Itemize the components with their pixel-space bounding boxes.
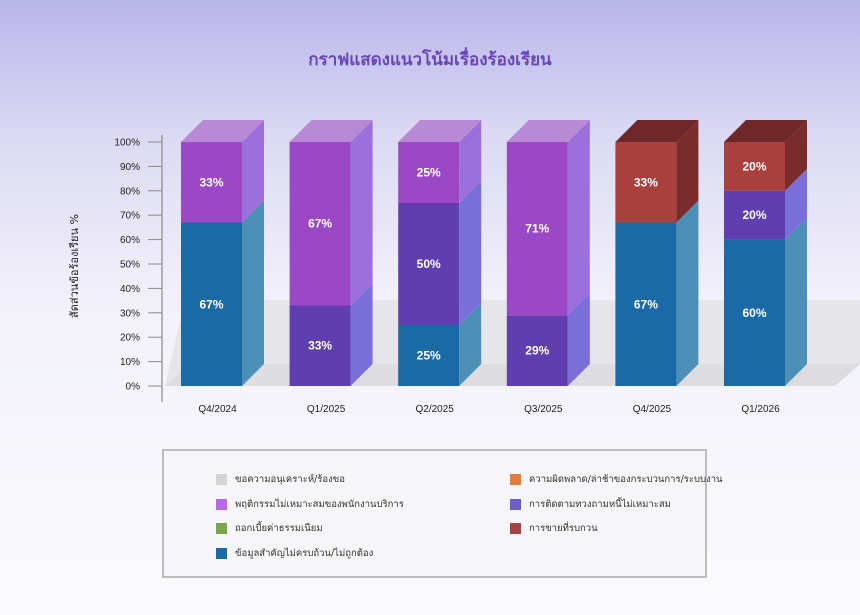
y-tick-label: 30%	[120, 308, 140, 319]
legend-label: ขอความอนุเคราะห์/ร้องขอ	[235, 474, 345, 485]
legend-label: การขายที่รบกวน	[529, 523, 598, 534]
legend-swatch	[510, 523, 521, 534]
bar-segment	[181, 222, 242, 386]
data-label: 50%	[417, 257, 441, 271]
data-label: 67%	[308, 217, 332, 231]
legend-label: ถอกเบี้ยค่าธรรมเนียม	[235, 523, 323, 534]
legend-item: ข้อมูลสำคัญไม่ครบถ้วน/ไม่ถูกต้อง	[216, 546, 373, 561]
y-tick-label: 80%	[120, 186, 140, 197]
data-label: 33%	[308, 339, 332, 353]
y-tick-label: 20%	[120, 333, 140, 344]
bar-segment	[289, 305, 351, 386]
data-label: 33%	[199, 175, 223, 189]
legend: ขอความอนุเคราะห์/ร้องขอ ความผิดพลาด/ล่าช…	[162, 449, 723, 578]
legend-label: ความผิดพลาด/ล่าช้าของกระบวนการ/ระบบงาน	[529, 474, 723, 485]
bar-segment-side	[676, 200, 699, 386]
bar-segment-side	[785, 168, 807, 240]
data-label: 29%	[525, 344, 549, 358]
bar-segment	[398, 203, 460, 325]
legend-swatch	[216, 523, 227, 534]
bar-segment	[398, 325, 460, 386]
bar-segment-side	[350, 120, 373, 306]
data-label: 20%	[742, 208, 766, 222]
bar-segment-side	[459, 120, 482, 203]
bar-segment-side	[567, 120, 590, 316]
legend-label: ข้อมูลสำคัญไม่ครบถ้วน/ไม่ถูกต้อง	[235, 548, 374, 559]
x-tick-label: Q4/2025	[633, 404, 672, 415]
y-tick-label: 50%	[120, 260, 140, 271]
chart-title: กราฟแสดงแนวโน้มเรื่องร้องเรียน	[308, 50, 552, 70]
bar-segment-side	[785, 120, 807, 191]
bar-segment-side	[785, 217, 807, 386]
legend-swatch	[510, 474, 521, 485]
data-label: 25%	[417, 166, 441, 180]
bar-segment-side	[242, 200, 264, 386]
y-tick-label: 70%	[120, 211, 140, 222]
x-tick-label: Q2/2025	[416, 404, 455, 415]
data-label: 60%	[742, 306, 766, 320]
bar-segment	[724, 142, 785, 191]
data-label: 25%	[417, 349, 441, 363]
x-tick-label: Q1/2026	[741, 404, 780, 415]
y-tick-label: 100%	[114, 138, 140, 149]
y-tick-label: 90%	[120, 162, 140, 173]
bar-segment-side	[676, 120, 699, 223]
legend-item: การติดตามทวงถามหนี้ไม่เหมาะสม	[510, 497, 671, 512]
bar-segment-side	[350, 283, 373, 386]
legend-item: พฤติกรรมไม่เหมาะสมของพนักงานบริการ	[216, 497, 404, 512]
bar-top	[615, 120, 699, 142]
bar-top	[506, 120, 590, 142]
y-tick-label: 40%	[120, 284, 140, 295]
bar-segment	[615, 142, 677, 223]
data-label: 71%	[525, 222, 549, 236]
data-label: 67%	[199, 297, 223, 311]
y-tick-label: 0%	[126, 382, 141, 393]
y-tick-label: 60%	[120, 235, 140, 246]
legend-swatch	[216, 548, 227, 559]
bar-segment-side	[459, 181, 482, 325]
bar-segment	[506, 315, 568, 386]
data-label: 67%	[634, 297, 658, 311]
legend-item: ความผิดพลาด/ล่าช้าของกระบวนการ/ระบบงาน	[510, 472, 723, 487]
legend-item: ขอความอนุเคราะห์/ร้องขอ	[216, 472, 345, 487]
bar-segment	[724, 239, 785, 386]
x-tick-label: Q3/2025	[524, 404, 563, 415]
legend-label: พฤติกรรมไม่เหมาะสมของพนักงานบริการ	[235, 499, 404, 510]
y-tick-label: 10%	[120, 357, 140, 368]
bar-top	[181, 120, 264, 142]
bar-segment	[506, 142, 568, 316]
bar-top	[724, 120, 807, 142]
bar-segment-side	[567, 293, 590, 386]
bar-segment	[398, 142, 460, 203]
data-label: 33%	[634, 175, 658, 189]
bar-segment	[289, 142, 351, 306]
legend-swatch	[216, 474, 227, 485]
legend-item: การขายที่รบกวน	[510, 521, 598, 536]
legend-swatch	[216, 499, 227, 510]
data-label: 20%	[742, 159, 766, 173]
x-tick-label: Q1/2025	[307, 404, 346, 415]
bar-segment	[181, 142, 242, 223]
bar-segment-side	[242, 120, 264, 223]
legend-item: ถอกเบี้ยค่าธรรมเนียม	[216, 521, 323, 536]
bar-top	[289, 120, 373, 142]
legend-swatch	[510, 499, 521, 510]
legend-label: การติดตามทวงถามหนี้ไม่เหมาะสม	[529, 499, 671, 510]
x-tick-label: Q4/2024	[198, 404, 237, 415]
bar-segment-side	[459, 303, 482, 386]
bar-top	[398, 120, 482, 142]
bar-segment	[615, 222, 677, 386]
bar-segment	[724, 190, 785, 240]
